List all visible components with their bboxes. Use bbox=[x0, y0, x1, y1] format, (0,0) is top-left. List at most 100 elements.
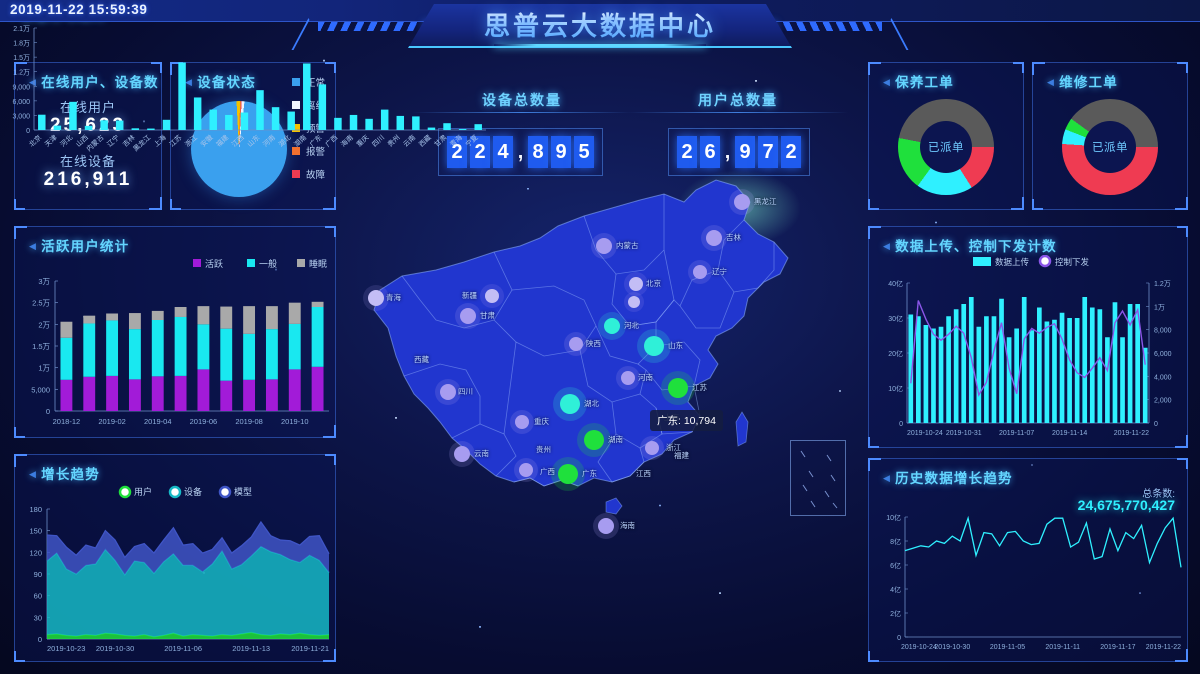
legend-item[interactable]: 报警 bbox=[291, 144, 325, 158]
map-dot[interactable] bbox=[693, 265, 707, 279]
map-dot[interactable] bbox=[569, 337, 583, 351]
map-tooltip: 广东: 10,794 bbox=[650, 410, 723, 431]
map-dot[interactable] bbox=[644, 336, 664, 356]
map-label: 四川 bbox=[458, 387, 473, 396]
svg-text:8,000: 8,000 bbox=[1154, 328, 1172, 335]
svg-text:1.5万: 1.5万 bbox=[13, 54, 30, 62]
map-dot[interactable] bbox=[734, 194, 750, 210]
svg-text:60: 60 bbox=[34, 592, 42, 601]
map-dot[interactable] bbox=[629, 277, 643, 291]
svg-text:2019-11-11: 2019-11-11 bbox=[1045, 644, 1080, 651]
map-dot[interactable] bbox=[584, 430, 604, 450]
panel-title-growth: ◀ 增长趋势 bbox=[29, 467, 100, 482]
svg-text:模型: 模型 bbox=[234, 487, 252, 497]
svg-text:2019-04: 2019-04 bbox=[144, 417, 172, 426]
history-growth-panel: ◀ 历史数据增长趋势 总条数: 24,675,770,427 0 2亿 4亿 6亿 8亿 1… bbox=[868, 458, 1188, 662]
panel-title-active: ◀ 活跃用户统计 bbox=[29, 239, 130, 254]
map-dot[interactable] bbox=[440, 384, 456, 400]
map-label: 湖南 bbox=[608, 435, 623, 444]
device-status-pie-chart bbox=[191, 101, 287, 197]
svg-text:2019-10-24: 2019-10-24 bbox=[901, 644, 937, 651]
svg-text:1.5万: 1.5万 bbox=[32, 342, 50, 351]
repair-orders-panel: ◀ 维修工单 已派单 bbox=[1032, 62, 1188, 210]
svg-text:江西: 江西 bbox=[230, 133, 246, 148]
svg-text:数据上传: 数据上传 bbox=[995, 257, 1030, 267]
svg-text:湖南: 湖南 bbox=[292, 133, 308, 149]
users-total-divider bbox=[628, 112, 848, 113]
map-label: 陕西 bbox=[586, 339, 601, 348]
map-dot[interactable] bbox=[368, 290, 384, 306]
svg-text:辽宁: 辽宁 bbox=[105, 133, 121, 149]
svg-text:安徽: 安徽 bbox=[198, 133, 214, 149]
panel-title-upload: ◀ 数据上传、控制下发计数 bbox=[883, 239, 1057, 254]
svg-text:1万: 1万 bbox=[1154, 303, 1165, 311]
svg-text:2019-10: 2019-10 bbox=[281, 417, 309, 426]
svg-text:2019-08: 2019-08 bbox=[235, 417, 263, 426]
panel-title-online: ◀ 在线用户、设备数 bbox=[29, 75, 159, 90]
china-map[interactable]: 黑龙江 内蒙古 吉林 辽宁 北京 河北 山东 江苏 上海 新疆 青海 甘肃 陕西… bbox=[344, 150, 856, 570]
maintenance-center-label: 已派单 bbox=[920, 121, 972, 173]
legend-item[interactable]: 故障 bbox=[291, 167, 325, 181]
sea-inset-svg bbox=[800, 450, 838, 509]
svg-text:河南: 河南 bbox=[261, 133, 277, 149]
svg-text:180: 180 bbox=[29, 505, 42, 514]
legend-item[interactable]: 预警 bbox=[291, 121, 325, 135]
repair-donut-chart: 已派单 bbox=[1062, 99, 1158, 195]
legend-item[interactable]: 离线 bbox=[291, 98, 325, 112]
map-dot[interactable] bbox=[604, 318, 620, 334]
map-label: 广东 bbox=[582, 469, 597, 478]
svg-text:宁夏: 宁夏 bbox=[463, 133, 479, 149]
svg-text:天津: 天津 bbox=[43, 133, 59, 148]
svg-text:贵州: 贵州 bbox=[385, 133, 401, 149]
map-label: 河北 bbox=[624, 321, 639, 330]
map-dot[interactable] bbox=[460, 308, 476, 324]
map-dot[interactable] bbox=[706, 230, 722, 246]
map-label: 吉林 bbox=[726, 233, 741, 242]
svg-text:用户: 用户 bbox=[134, 486, 152, 497]
svg-text:2.5万: 2.5万 bbox=[32, 299, 50, 308]
svg-text:内蒙古: 内蒙古 bbox=[84, 133, 105, 153]
map-dot[interactable] bbox=[519, 463, 533, 477]
map-dot[interactable] bbox=[628, 296, 640, 308]
legend-item[interactable]: 正常 bbox=[291, 75, 325, 89]
svg-text:2019-10-30: 2019-10-30 bbox=[934, 644, 970, 651]
svg-text:1万: 1万 bbox=[38, 364, 50, 373]
map-dot[interactable] bbox=[645, 441, 659, 455]
map-dot[interactable] bbox=[485, 289, 499, 303]
svg-text:西藏: 西藏 bbox=[417, 133, 433, 149]
map-label: 海南 bbox=[620, 521, 635, 530]
data-upload-panel: ◀ 数据上传、控制下发计数 数据上传 控制下发 0 10亿 20亿 30亿 40亿 0 2,000… bbox=[868, 226, 1188, 448]
svg-text:0: 0 bbox=[1154, 421, 1158, 428]
svg-text:活跃: 活跃 bbox=[205, 258, 223, 269]
map-label: 甘肃 bbox=[480, 311, 495, 320]
svg-text:四川: 四川 bbox=[371, 133, 387, 148]
svg-text:福建: 福建 bbox=[214, 133, 230, 149]
svg-text:6亿: 6亿 bbox=[890, 561, 901, 570]
svg-text:2019-10-31: 2019-10-31 bbox=[946, 430, 982, 437]
map-dot[interactable] bbox=[560, 394, 580, 414]
map-dot[interactable] bbox=[515, 415, 529, 429]
map-dot[interactable] bbox=[558, 464, 578, 484]
map-dot[interactable] bbox=[598, 518, 614, 534]
south-china-sea-inset bbox=[790, 440, 846, 516]
svg-text:2019-11-22: 2019-11-22 bbox=[1146, 644, 1181, 651]
svg-text:0: 0 bbox=[899, 421, 903, 428]
svg-text:2019-10-23: 2019-10-23 bbox=[47, 644, 85, 653]
svg-text:一般: 一般 bbox=[259, 258, 277, 269]
map-dot[interactable] bbox=[621, 371, 635, 385]
online-users-value: 25,623 bbox=[49, 115, 127, 136]
svg-text:2019-02: 2019-02 bbox=[98, 417, 126, 426]
svg-text:2,000: 2,000 bbox=[1154, 398, 1172, 405]
svg-text:2019-11-07: 2019-11-07 bbox=[999, 430, 1034, 437]
svg-text:0: 0 bbox=[38, 635, 42, 644]
svg-text:河北: 河北 bbox=[59, 133, 75, 148]
online-users-panel: ◀ 在线用户、设备数 在线用户 25,623 在线设备 216,911 bbox=[14, 62, 162, 210]
map-dot[interactable] bbox=[596, 238, 612, 254]
map-dot[interactable] bbox=[668, 378, 688, 398]
svg-text:120: 120 bbox=[29, 548, 42, 557]
svg-text:重庆: 重庆 bbox=[354, 133, 370, 149]
growth-trend-panel: ◀ 增长趋势 用户 设备 模型 0 30 60 90 120 150 180 2019-10-23 20… bbox=[14, 454, 336, 662]
map-dot[interactable] bbox=[454, 446, 470, 462]
